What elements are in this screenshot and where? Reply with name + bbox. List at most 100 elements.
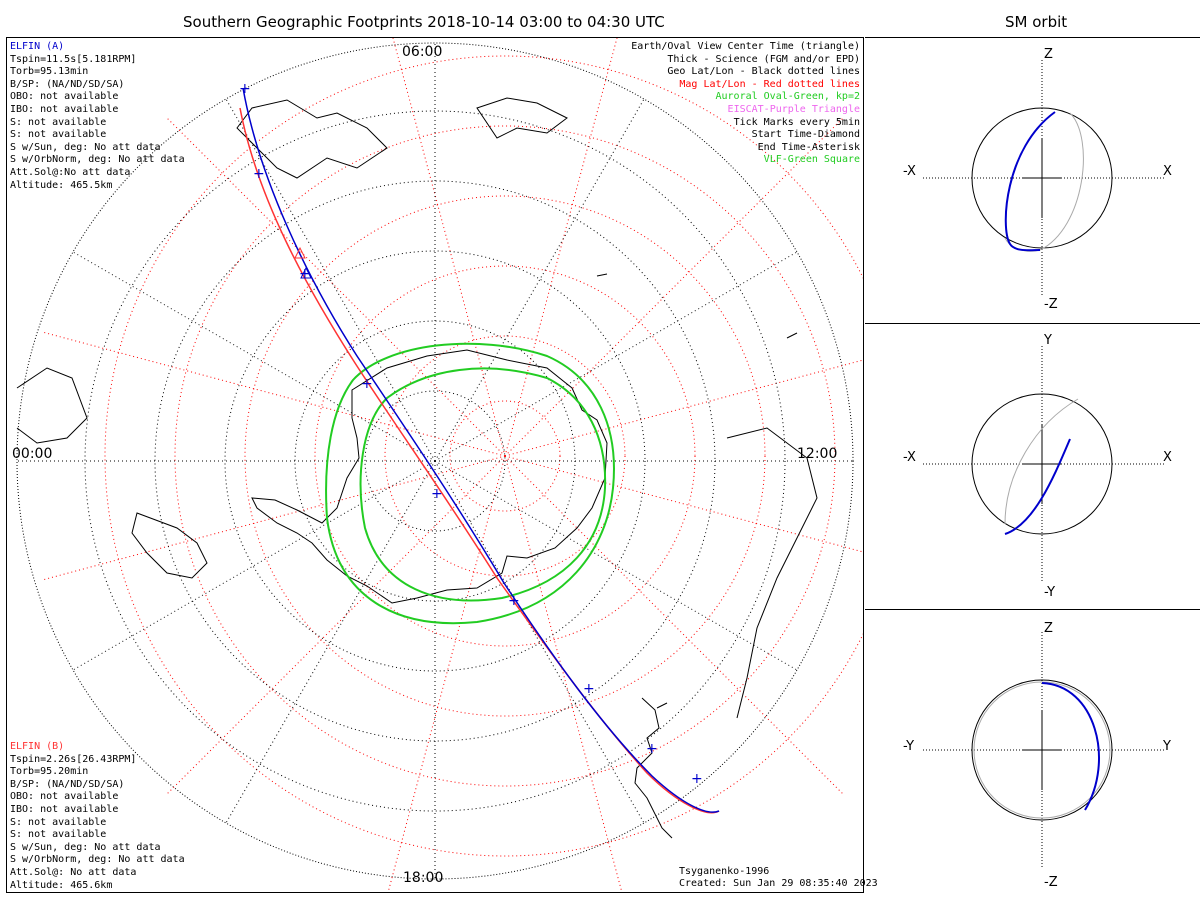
clock-label-left: 00:00: [12, 446, 53, 462]
orbit-blue: [1004, 111, 1056, 252]
elfin-a-label: ELFIN (A): [10, 41, 65, 52]
geo-lon-line: [72, 460, 436, 671]
tick-mark: +: [508, 593, 520, 609]
sm-orbit-panel-xy: Y -Y -X X: [865, 323, 1200, 610]
sm-orbit-panel-xz: Z -Z -X X: [865, 37, 1200, 324]
elfin-b-info: Tspin=2.26s[26.43RPM] Torb=95.20min B/SP: …: [10, 754, 185, 893]
mag-lat-circle: [244, 195, 766, 717]
created-label: Created: Sun Jan 29 08:35:40 2023: [679, 878, 878, 889]
south-africa-coast: [236, 97, 568, 179]
mag-lon-line: [504, 359, 863, 457]
legend-item: Earth/Oval View Center Time (triangle): [631, 41, 860, 52]
elfin-a-track: [242, 87, 720, 813]
axis-label-top: Z: [1044, 47, 1053, 62]
coastlines: [16, 97, 818, 839]
clock-label-right: 12:00: [797, 446, 838, 462]
geo-lat-circle: [224, 250, 646, 672]
info-line: Altitude: 465.5km: [10, 179, 113, 191]
mag-lon-line: [41, 331, 506, 457]
legend-item: Thick - Science (FGM and/or EPD): [667, 53, 860, 65]
geo-lat-circle: [84, 110, 786, 812]
info-line: S: not available: [10, 829, 107, 841]
sm-orbit-title: SM orbit: [1005, 13, 1068, 31]
orbit-grey: [1004, 112, 1084, 252]
axis-label-left: -Y: [903, 739, 914, 754]
sm-orbit-panel-yz: Z -Z -Y Y: [865, 609, 1200, 894]
south-america-coast: [634, 697, 673, 839]
axis-label-right: Y: [1162, 739, 1171, 754]
auroral-oval-inner: [359, 367, 607, 602]
geo-lon-line: [225, 98, 436, 462]
info-line: Att.Sol@: No att data: [10, 866, 137, 878]
info-line: OBO: not available: [10, 91, 119, 103]
mag-lat-circle: [314, 265, 696, 647]
info-line: IBO: not available: [10, 803, 119, 815]
axis-label-bottom: -Z: [1044, 297, 1058, 312]
satellite-tracks: [239, 87, 720, 814]
indian-ocean-islands: [596, 273, 818, 719]
geo-lon-line: [225, 460, 436, 824]
info-line: S w/Sun, deg: No att data: [10, 841, 161, 853]
geo-latlon-grid: [17, 43, 853, 879]
clock-label-top: 06:00: [402, 44, 443, 60]
info-line: Torb=95.20min: [10, 766, 89, 778]
axis-label-bottom: -Y: [1044, 585, 1055, 600]
axis-label-bottom: -Z: [1044, 875, 1058, 890]
earth-outline: [16, 42, 854, 880]
legend-item: Mag Lat/Lon - Red dotted lines: [679, 78, 860, 90]
mag-lon-line: [504, 455, 845, 796]
elfin-a-info: Tspin=11.5s[5.181RPM] Torb=95.13min B/SP: …: [10, 54, 185, 193]
tick-mark: +: [299, 266, 311, 282]
model-label: Tsyganenko-1996: [679, 866, 770, 877]
info-line: S: not available: [10, 116, 107, 128]
tick-mark: +: [431, 486, 443, 502]
mag-latlon-grid: [41, 38, 863, 892]
tick-mark: +: [361, 376, 373, 392]
mag-lon-line: [504, 38, 618, 457]
axis-label-right: X: [1163, 450, 1172, 465]
info-line: IBO: not available: [10, 103, 119, 115]
mag-lon-line: [41, 455, 506, 581]
footprint-map-panel: + + + + + + + + + ELFIN (A) Tspin=11.5s[5.181RPM…: [6, 37, 878, 893]
info-line: Tspin=11.5s[5.181RPM]: [10, 53, 137, 65]
mag-lon-line: [504, 116, 845, 457]
track-markers: + + + + + + + + +: [239, 81, 703, 787]
info-line: Torb=95.13min: [10, 66, 89, 78]
info-line: S w/OrbNorm, deg: No att data: [10, 154, 185, 166]
axis-label-top: Z: [1044, 621, 1053, 636]
elfin-b-track: [239, 107, 720, 814]
antarctica-coast: [251, 349, 608, 604]
info-line: Altitude: 465.6km: [10, 879, 113, 891]
geo-lon-line: [434, 98, 645, 462]
mag-lat-circle: [174, 125, 836, 787]
mag-lon-line: [504, 455, 623, 892]
tick-mark: +: [253, 166, 265, 182]
australia-coast: [16, 367, 208, 579]
axis-label-left: -X: [903, 164, 916, 179]
legend-item: Geo Lat/Lon - Black dotted lines: [667, 66, 860, 78]
orbit-grey: [973, 681, 1111, 819]
legend-item: VLF-Green Square: [763, 154, 860, 166]
info-line: S: not available: [10, 129, 107, 141]
mag-lon-line: [392, 38, 506, 457]
sm-orbit-xz: Z -Z -X X: [903, 47, 1172, 312]
orbit-blue: [1004, 438, 1071, 535]
geo-lon-line: [434, 251, 798, 462]
info-line: S: not available: [10, 816, 107, 828]
mag-lon-line: [387, 455, 506, 892]
tick-mark: +: [691, 771, 703, 787]
mag-lon-line: [165, 116, 506, 457]
map-legend: Earth/Oval View Center Time (triangle) Th…: [631, 41, 860, 167]
legend-item: Start Time-Diamond: [751, 129, 860, 141]
info-line: Att.Sol@:No att data: [10, 166, 131, 178]
orbit-blue: [1041, 682, 1100, 811]
mag-lat-circle: [449, 400, 561, 512]
axis-label-left: -X: [903, 450, 916, 465]
legend-item: Auroral Oval-Green, kp=2: [715, 91, 861, 103]
auroral-oval-outer: [325, 342, 615, 625]
view-center-triangle-a: [300, 266, 312, 279]
tick-mark: +: [239, 81, 251, 97]
axis-label-top: Y: [1043, 333, 1052, 348]
axis-label-right: X: [1163, 164, 1172, 179]
plot-title: Southern Geographic Footprints 2018-10-1…: [183, 13, 665, 31]
